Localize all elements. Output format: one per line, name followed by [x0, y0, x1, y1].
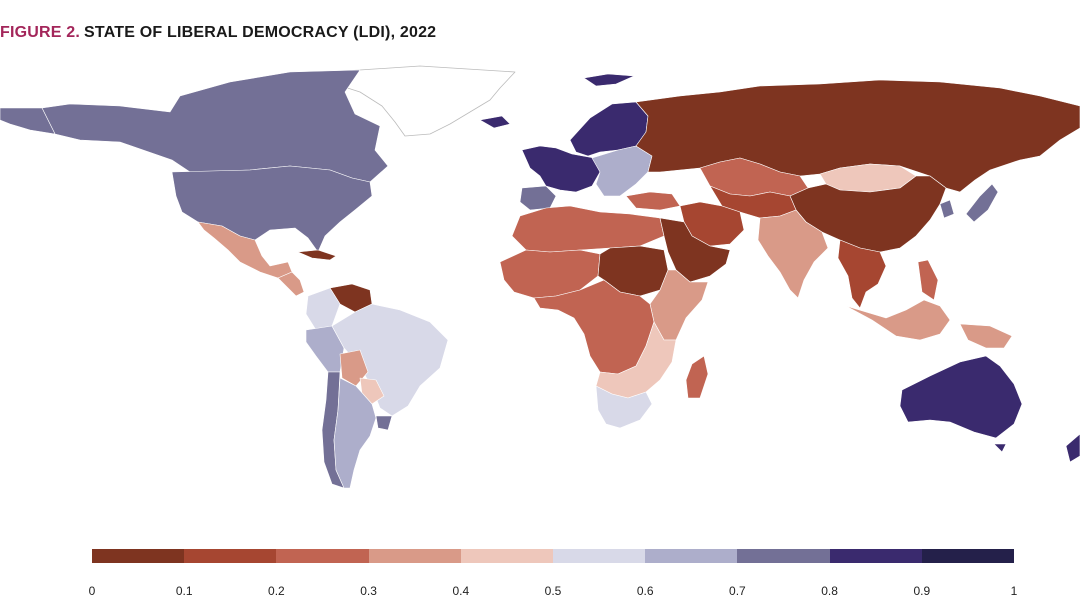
region-united-states: [171, 165, 373, 253]
legend-swatch-8: [829, 549, 922, 563]
figure-title-text: STATE OF LIBERAL DEMOCRACY (LDI), 2022: [84, 24, 437, 41]
legend-swatch-9: [921, 549, 1015, 563]
region-madagascar: [685, 355, 709, 399]
legend-swatch-5: [553, 549, 646, 563]
region-greenland: [329, 65, 516, 137]
region-north-africa: [511, 205, 665, 253]
legend-swatch-4: [460, 549, 554, 563]
region-western-europe: [521, 145, 601, 193]
region-papua-new-guinea: [959, 323, 1013, 349]
region-australia: [899, 355, 1023, 439]
figure-number: FIGURE 2.: [0, 24, 81, 41]
region-canada: [41, 69, 389, 183]
legend-swatch-1: [184, 549, 277, 563]
region-sahel: [499, 249, 601, 299]
region-svalbard: [583, 73, 635, 87]
legend-tick-label: 0.8: [821, 584, 838, 598]
region-eastern-europe: [591, 145, 653, 197]
region-arabian-peninsula: [659, 217, 731, 283]
region-central-america: [277, 271, 305, 297]
legend-swatch-0: [92, 549, 185, 563]
legend-swatch-6: [645, 549, 738, 563]
legend-swatch-3: [368, 549, 461, 563]
legend-tick-label: 1: [1010, 584, 1018, 598]
region-south-korea: [939, 199, 955, 219]
legend-tick-label: 0.3: [360, 584, 377, 598]
region-iceland: [479, 115, 511, 129]
legend-tick-label: 0.9: [913, 584, 931, 598]
color-scale-legend: [92, 549, 1015, 563]
region-alaska: [0, 107, 56, 135]
region-uruguay: [375, 415, 393, 431]
region-philippines: [917, 259, 939, 301]
world-map: [0, 65, 1080, 489]
region-argentina: [333, 377, 377, 489]
region-south-africa: [595, 385, 653, 429]
region-indonesia: [845, 299, 951, 341]
legend-tick-label: 0: [88, 584, 96, 598]
region-new-zealand: [1065, 433, 1080, 463]
legend-swatch-7: [737, 549, 830, 563]
legend-tick-label: 0.2: [268, 584, 285, 598]
legend-tick-label: 0.6: [636, 584, 654, 598]
region-tasmania: [993, 443, 1007, 453]
region-iberia: [519, 185, 557, 211]
legend-tick-label: 0.1: [175, 584, 193, 598]
legend-swatch-2: [276, 549, 369, 563]
legend-tick-label: 0.7: [729, 584, 746, 598]
region-southeast-asia: [837, 239, 887, 309]
region-cuba: [297, 249, 337, 261]
region-india: [757, 209, 829, 299]
region-japan: [965, 183, 999, 223]
region-china: [789, 175, 947, 253]
region-turkey: [625, 191, 681, 211]
legend-tick-labels: 0 0.1 0.2 0.3 0.4 0.5 0.6 0.7 0.8 0.9 1: [88, 584, 1018, 600]
legend-tick-label: 0.4: [452, 584, 470, 598]
figure-title: FIGURE 2. STATE OF LIBERAL DEMOCRACY (LDI…: [0, 24, 436, 42]
legend-tick-label: 0.5: [544, 584, 562, 598]
